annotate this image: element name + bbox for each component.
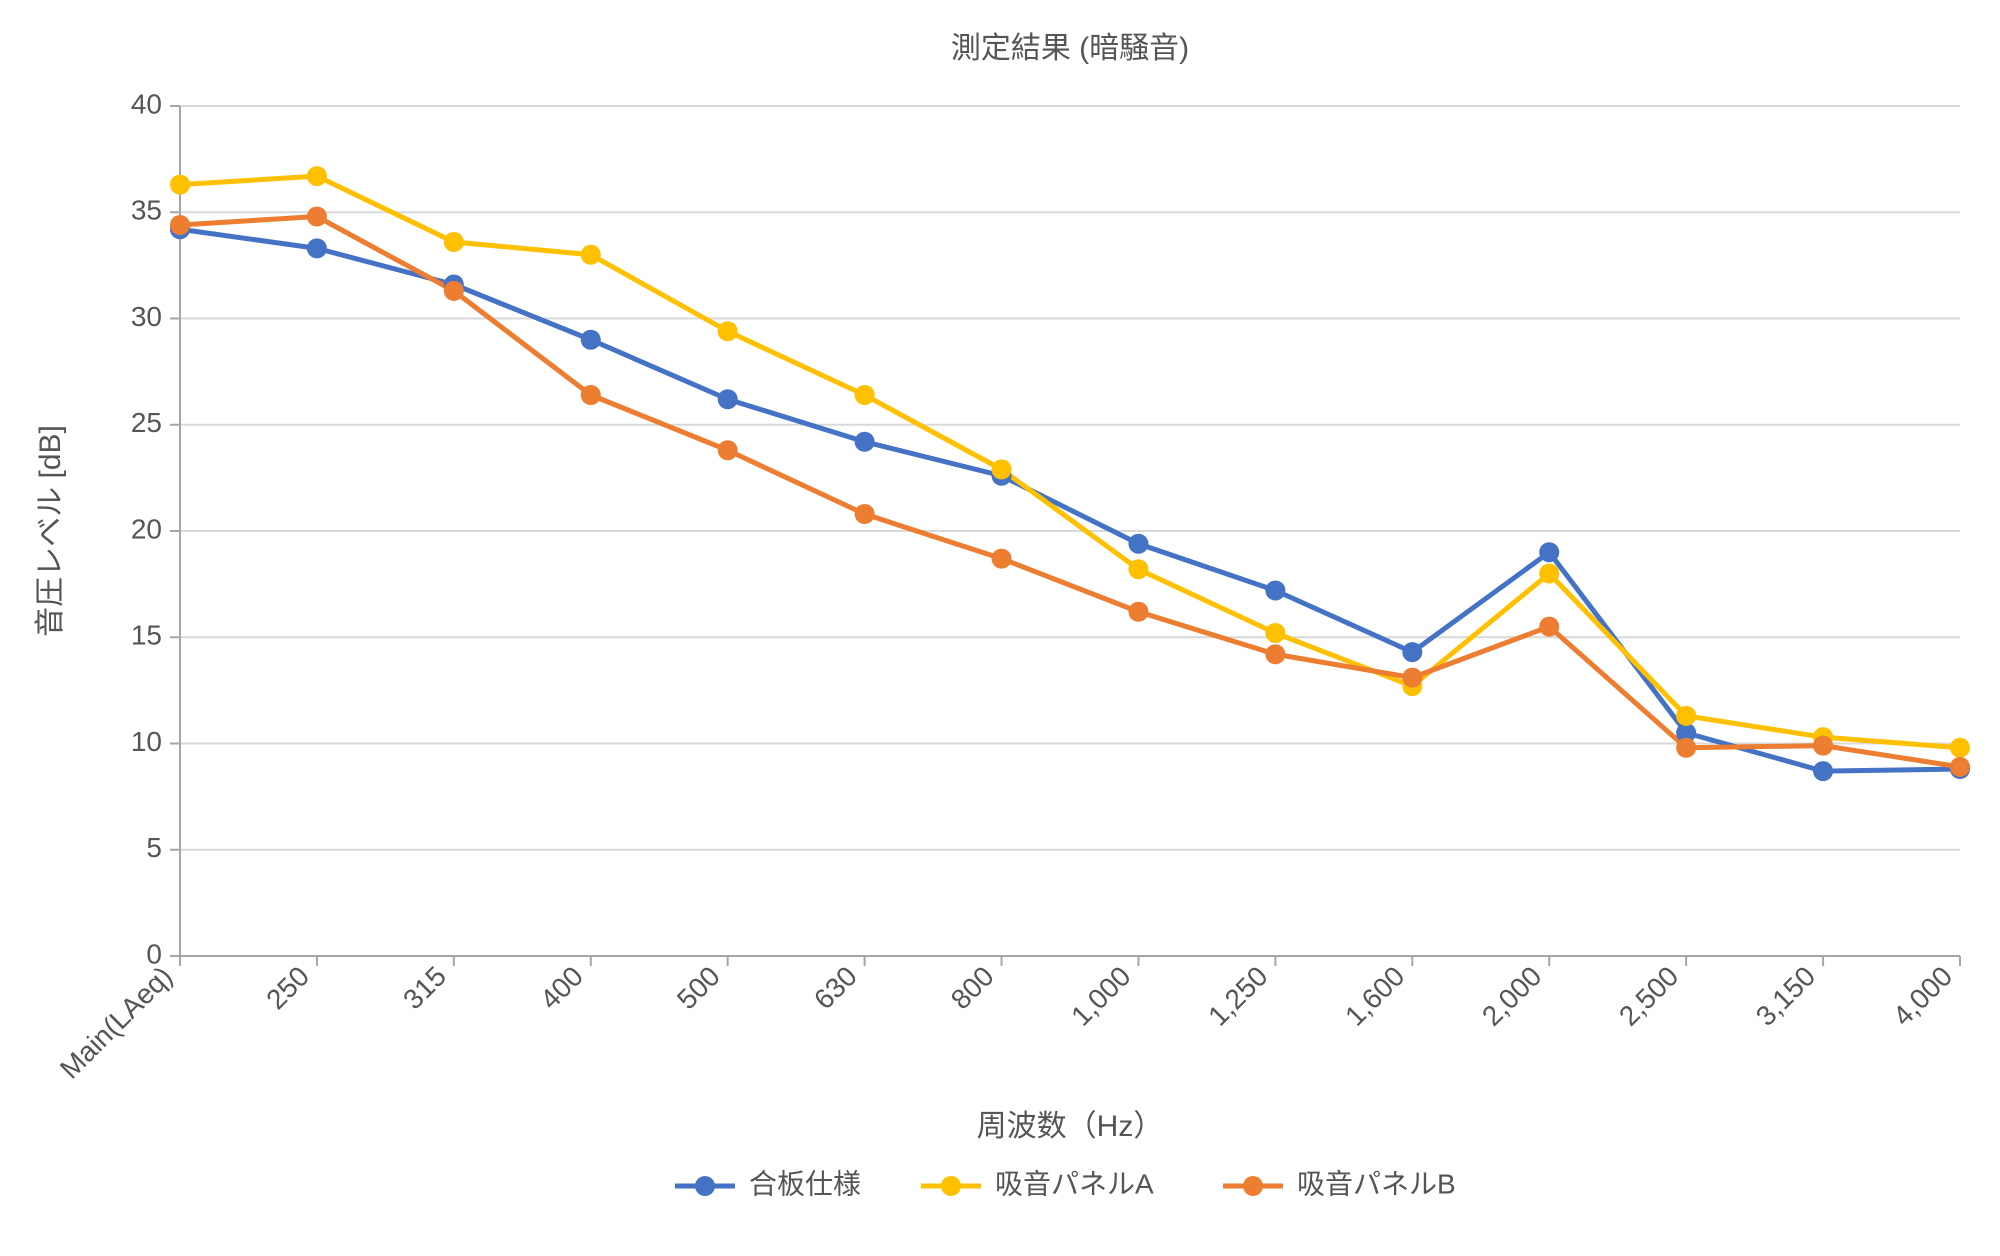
x-tick-label: 800 [945,960,1000,1015]
series-marker-0 [855,432,875,452]
chart-container: 測定結果 (暗騒音) 0510152025303540 Main(LAeq)25… [0,0,2000,1256]
x-tick-label: 4,000 [1887,960,1958,1031]
series-marker-1 [1676,706,1696,726]
y-tick-labels: 0510152025303540 [131,88,162,969]
series-marker-0 [718,389,738,409]
x-tick-label: 1,000 [1065,960,1136,1031]
y-tick-label: 30 [131,301,162,332]
series-marker-2 [581,385,601,405]
x-tick-label: 2,000 [1476,960,1547,1031]
legend: 合板仕様 吸音パネルA 吸音パネルB [675,1168,1456,1199]
series-marker-1 [170,175,190,195]
series-marker-1 [581,245,601,265]
x-tick-label: 1,250 [1202,960,1273,1031]
series-marker-1 [855,385,875,405]
legend-label: 合板仕様 [749,1168,861,1199]
x-tick-label: 630 [808,960,863,1015]
series-marker-2 [1950,757,1970,777]
x-tick-label: 315 [397,960,452,1015]
series-marker-2 [992,549,1012,569]
series-marker-1 [307,166,327,186]
series-marker-2 [1402,668,1422,688]
series-marker-0 [307,238,327,258]
series-marker-2 [170,215,190,235]
series-marker-2 [1265,644,1285,664]
y-tick-label: 35 [131,195,162,226]
series-marker-0 [1265,581,1285,601]
legend-marker [695,1176,715,1196]
series-marker-2 [718,440,738,460]
y-axis-label: 音圧レベル [dB] [34,425,67,637]
series-marker-2 [1676,738,1696,758]
series-marker-0 [1813,761,1833,781]
x-tick-labels: Main(LAeq) 250 315 400 500 630 800 1,000 1,250 1,… [54,960,1958,1084]
series-marker-1 [444,232,464,252]
legend-label: 吸音パネルB [1297,1168,1456,1199]
series-marker-2 [1128,602,1148,622]
x-tick-label: 250 [260,960,315,1015]
series-marker-2 [444,281,464,301]
x-tick-label: 1,600 [1339,960,1410,1031]
series-line-1 [180,176,1960,748]
series-marker-1 [1539,564,1559,584]
series-marker-1 [992,459,1012,479]
plot-area [170,166,1970,781]
series-marker-2 [1539,617,1559,637]
chart-title: 測定結果 (暗騒音) [951,32,1189,65]
y-tick-label: 10 [131,726,162,757]
series-marker-1 [718,321,738,341]
y-tick-label: 15 [131,620,162,651]
y-tick-label: 20 [131,513,162,544]
y-tick-label: 5 [146,832,162,863]
x-tick-label: Main(LAeq) [54,960,178,1084]
x-axis-label: 周波数（Hz） [977,1110,1164,1143]
series-marker-2 [1813,736,1833,756]
series-marker-0 [581,330,601,350]
legend-label: 吸音パネルA [995,1168,1154,1199]
series-marker-0 [1128,534,1148,554]
legend-marker [941,1176,961,1196]
series-line-2 [180,217,1960,767]
x-tick-label: 400 [534,960,589,1015]
series-marker-1 [1265,623,1285,643]
y-tick-label: 40 [131,88,162,119]
x-tick-label: 500 [671,960,726,1015]
y-tick-label: 25 [131,407,162,438]
legend-marker [1243,1176,1263,1196]
series-marker-0 [1402,642,1422,662]
line-chart: 測定結果 (暗騒音) 0510152025303540 Main(LAeq)25… [0,0,2000,1256]
series-marker-1 [1128,559,1148,579]
series-marker-2 [855,504,875,524]
series-marker-0 [1539,542,1559,562]
x-tick-label: 2,500 [1613,960,1684,1031]
series-marker-1 [1950,738,1970,758]
series-line-0 [180,229,1960,771]
series-marker-2 [307,207,327,227]
x-tick-label: 3,150 [1750,960,1821,1031]
